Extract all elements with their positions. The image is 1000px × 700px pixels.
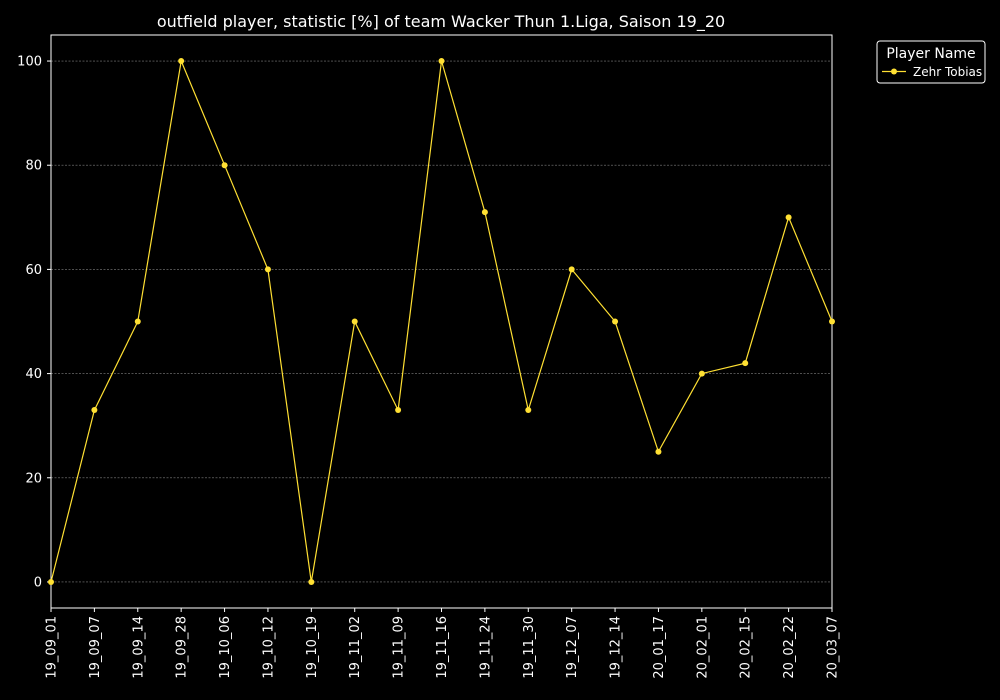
y-tick-label-40: 40 (25, 367, 42, 382)
data-point-19_10_06 (221, 162, 228, 169)
y-tick-label-20: 20 (25, 471, 42, 486)
data-point-19_12_07 (568, 266, 575, 273)
data-point-19_10_12 (264, 266, 271, 273)
x-tick-label-19_10_19: 19_10_19 (305, 616, 320, 679)
legend-title: Player Name (886, 46, 975, 62)
x-tick-label-19_11_09: 19_11_09 (392, 616, 407, 679)
data-point-20_01_17 (655, 448, 662, 455)
x-tick-label-19_10_12: 19_10_12 (261, 616, 276, 679)
data-point-19_09_14 (134, 318, 141, 325)
chart-title: outfield player, statistic [%] of team W… (157, 12, 725, 32)
y-tick-label-100: 100 (17, 55, 42, 70)
y-tick-label-0: 0 (34, 575, 42, 590)
x-tick-label-19_11_30: 19_11_30 (522, 616, 537, 679)
y-tick-label-60: 60 (25, 263, 42, 278)
series-group (48, 58, 835, 585)
x-tick-label-19_09_01: 19_09_01 (45, 616, 60, 679)
data-point-19_11_30 (525, 407, 532, 414)
data-point-19_12_14 (612, 318, 619, 325)
data-point-20_02_22 (785, 214, 792, 221)
legend-box (876, 40, 986, 84)
x-tick-label-19_12_14: 19_12_14 (609, 616, 624, 679)
x-tick-label-20_02_22: 20_02_22 (782, 616, 797, 679)
legend: Player Name Zehr Tobias (876, 40, 986, 84)
data-point-19_11_16 (438, 58, 445, 65)
data-point-19_11_09 (395, 407, 402, 414)
x-tick-label-19_11_02: 19_11_02 (348, 616, 363, 679)
x-tick-label-20_01_17: 20_01_17 (652, 616, 667, 679)
x-tick-label-19_11_24: 19_11_24 (478, 616, 493, 679)
x-tick-label-19_09_07: 19_09_07 (88, 616, 103, 679)
x-tick-label-19_12_07: 19_12_07 (565, 616, 580, 679)
data-point-20_03_07 (829, 318, 835, 325)
x-tick-label-20_02_01: 20_02_01 (695, 616, 710, 679)
data-point-20_02_01 (698, 370, 705, 377)
y-tick-label-80: 80 (25, 159, 42, 174)
data-point-19_11_24 (481, 209, 488, 216)
data-point-20_02_15 (742, 360, 749, 367)
x-tick-label-19_09_28: 19_09_28 (175, 616, 190, 679)
x-tick-label-20_02_15: 20_02_15 (739, 616, 754, 679)
data-point-19_10_19 (308, 578, 315, 585)
axes: 0 20 40 60 80 100 19_09_01 19_09_07 19_09_14 19_0… (17, 34, 841, 679)
data-point-19_09_07 (91, 407, 98, 414)
legend-label-zehr-tobias: Zehr Tobias (913, 65, 982, 79)
data-point-19_09_28 (178, 58, 185, 65)
data-point-19_11_02 (351, 318, 358, 325)
data-point-19_09_01 (48, 578, 54, 585)
x-tick-label-19_10_06: 19_10_06 (218, 616, 233, 679)
legend-marker-swatch (891, 68, 897, 75)
x-tick-label-19_11_16: 19_11_16 (435, 616, 450, 679)
x-tick-label-20_03_07: 20_03_07 (826, 616, 841, 679)
x-tick-label-19_09_14: 19_09_14 (131, 616, 146, 679)
